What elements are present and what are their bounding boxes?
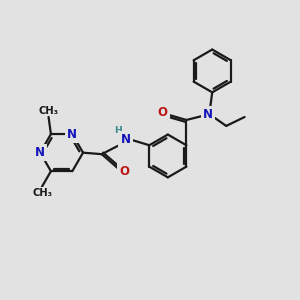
Text: CH₃: CH₃ [38,106,58,116]
Text: N: N [121,133,130,146]
Text: N: N [203,108,213,121]
Text: O: O [158,106,168,119]
Text: H: H [114,126,122,135]
Text: CH₃: CH₃ [32,188,52,198]
Text: N: N [67,128,77,141]
Text: N: N [35,146,45,159]
Text: O: O [119,165,129,178]
